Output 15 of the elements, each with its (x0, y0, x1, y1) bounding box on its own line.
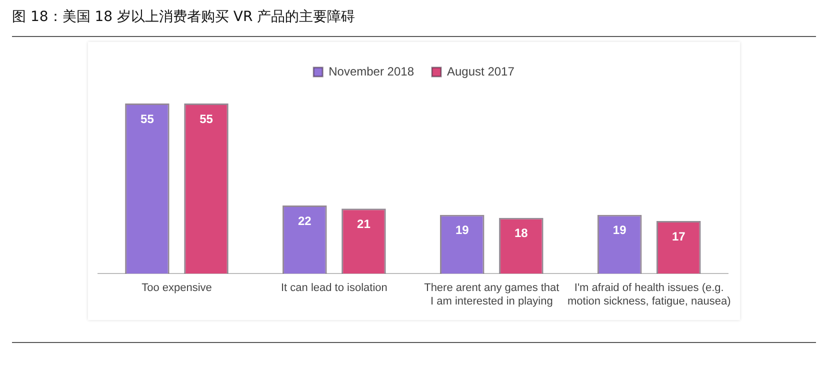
data-label: 19 (612, 223, 627, 238)
data-label: 21 (357, 216, 371, 231)
legend-label: August 2017 (446, 64, 515, 78)
data-label: 55 (200, 112, 214, 126)
x-tick-label: It can lead to isolation (280, 282, 388, 294)
x-tick-label: Too expensive (142, 282, 212, 294)
x-tick-label: There arent any games that I am interested in playing (424, 282, 560, 308)
data-label: 19 (455, 223, 470, 238)
data-label: 22 (298, 214, 312, 228)
data-label: 18 (514, 226, 528, 240)
data-label: 55 (140, 112, 154, 126)
data-label: 17 (672, 229, 686, 244)
x-tick-label: I'm afraid of health issues (e.g. motion sickness, fatigue, nausea) (567, 282, 731, 308)
legend-label: November 2018 (328, 64, 414, 78)
chart-title: 图 18：美国 18 岁以上消费者购买 VR 产品的主要障碍 (12, 8, 356, 26)
